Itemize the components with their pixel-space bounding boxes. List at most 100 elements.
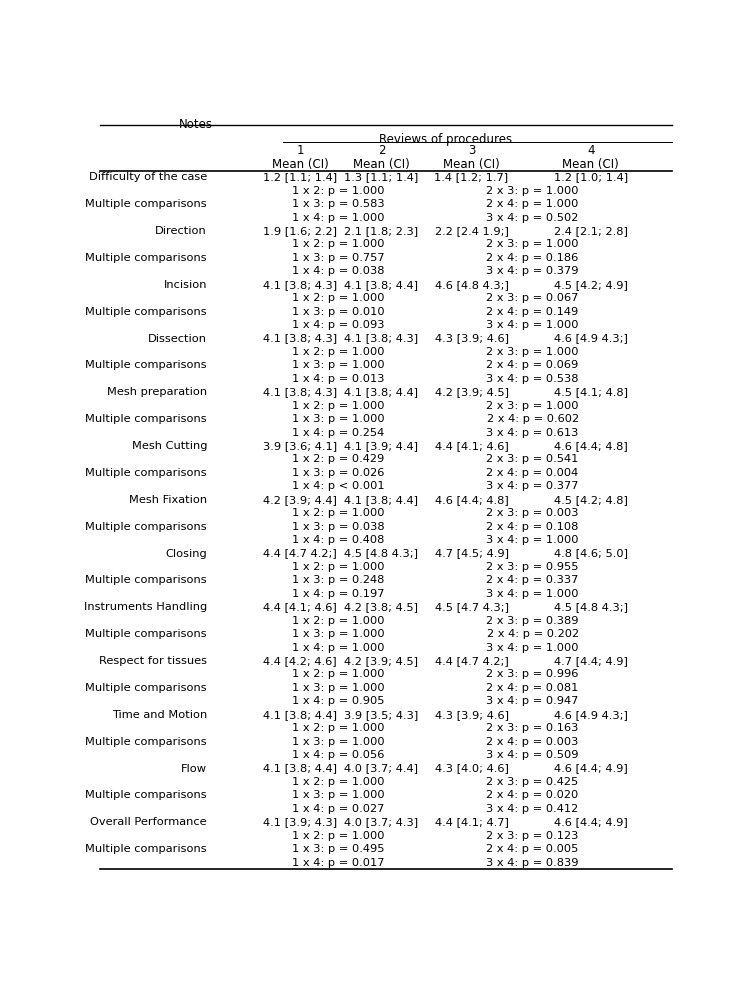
Text: 3 x 4: p = 0.502: 3 x 4: p = 0.502 [487, 213, 579, 223]
Text: 4.3 [3.9; 4.6]: 4.3 [3.9; 4.6] [434, 334, 508, 343]
Text: 1 x 3: p = 0.026: 1 x 3: p = 0.026 [292, 468, 384, 478]
Text: Multiple comparisons: Multiple comparisons [86, 522, 207, 532]
Text: 2 x 4: p = 1.000: 2 x 4: p = 1.000 [487, 199, 579, 209]
Text: 2 x 3: p = 1.000: 2 x 3: p = 1.000 [486, 239, 579, 249]
Text: Direction: Direction [155, 226, 207, 236]
Text: Multiple comparisons: Multiple comparisons [86, 307, 207, 317]
Text: Multiple comparisons: Multiple comparisons [86, 199, 207, 209]
Text: 1 x 2: p = 1.000: 1 x 2: p = 1.000 [292, 831, 384, 841]
Text: 4.3 [3.9; 4.6]: 4.3 [3.9; 4.6] [434, 710, 508, 720]
Text: 4.0 [3.7; 4.4]: 4.0 [3.7; 4.4] [344, 763, 418, 774]
Text: 1 x 3: p = 0.583: 1 x 3: p = 0.583 [292, 199, 384, 209]
Text: 1 x 4: p = 0.013: 1 x 4: p = 0.013 [292, 374, 384, 384]
Text: 4.5 [4.8 4.3;]: 4.5 [4.8 4.3;] [344, 548, 418, 558]
Text: 1 x 4: p = 0.093: 1 x 4: p = 0.093 [292, 320, 384, 331]
Text: 1 x 2: p = 1.000: 1 x 2: p = 1.000 [292, 185, 384, 196]
Text: 2 x 3: p = 0.067: 2 x 3: p = 0.067 [487, 293, 579, 303]
Text: 1 x 4: p < 0.001: 1 x 4: p < 0.001 [292, 482, 384, 491]
Text: 1 x 4: p = 0.905: 1 x 4: p = 0.905 [292, 697, 384, 706]
Text: 1 x 3: p = 1.000: 1 x 3: p = 1.000 [292, 737, 384, 747]
Text: 2 x 4: p = 0.108: 2 x 4: p = 0.108 [487, 522, 579, 532]
Text: 3 x 4: p = 0.379: 3 x 4: p = 0.379 [486, 267, 579, 277]
Text: 3 x 4: p = 0.412: 3 x 4: p = 0.412 [487, 803, 579, 814]
Text: 4.1 [3.8; 4.3]: 4.1 [3.8; 4.3] [263, 280, 338, 289]
Text: 3 x 4: p = 0.947: 3 x 4: p = 0.947 [487, 697, 579, 706]
Text: 4.6 [4.4; 4.9]: 4.6 [4.4; 4.9] [554, 817, 628, 827]
Text: Respect for tissues: Respect for tissues [99, 656, 207, 666]
Text: Mean (CI): Mean (CI) [353, 158, 410, 171]
Text: Multiple comparisons: Multiple comparisons [86, 253, 207, 263]
Text: 1 x 3: p = 0.038: 1 x 3: p = 0.038 [292, 522, 384, 532]
Text: 4.3 [4.0; 4.6]: 4.3 [4.0; 4.6] [435, 763, 508, 774]
Text: 2 x 3: p = 0.425: 2 x 3: p = 0.425 [487, 777, 579, 787]
Text: Multiple comparisons: Multiple comparisons [86, 360, 207, 371]
Text: 4.1 [3.8; 4.4]: 4.1 [3.8; 4.4] [344, 280, 418, 289]
Text: 3 x 4: p = 1.000: 3 x 4: p = 1.000 [486, 589, 579, 598]
Text: 3 x 4: p = 0.839: 3 x 4: p = 0.839 [486, 857, 579, 867]
Text: 2 x 4: p = 0.004: 2 x 4: p = 0.004 [487, 468, 579, 478]
Text: 1.2 [1.1; 1.4]: 1.2 [1.1; 1.4] [263, 173, 338, 182]
Text: Multiple comparisons: Multiple comparisons [86, 468, 207, 478]
Text: 1.4 [1.2; 1.7]: 1.4 [1.2; 1.7] [434, 173, 508, 182]
Text: 4.2 [3.9; 4.5]: 4.2 [3.9; 4.5] [434, 387, 508, 397]
Text: 1 x 3: p = 1.000: 1 x 3: p = 1.000 [292, 360, 384, 371]
Text: 1 x 4: p = 1.000: 1 x 4: p = 1.000 [292, 213, 384, 223]
Text: 1 x 2: p = 1.000: 1 x 2: p = 1.000 [292, 239, 384, 249]
Text: 2 x 4: p = 0.149: 2 x 4: p = 0.149 [487, 307, 579, 317]
Text: 1 x 4: p = 1.000: 1 x 4: p = 1.000 [292, 643, 384, 652]
Text: 4.1 [3.8; 4.3]: 4.1 [3.8; 4.3] [344, 334, 418, 343]
Text: 1 x 3: p = 1.000: 1 x 3: p = 1.000 [292, 629, 384, 640]
Text: 4.4 [4.1; 4.7]: 4.4 [4.1; 4.7] [435, 817, 508, 827]
Text: Multiple comparisons: Multiple comparisons [86, 414, 207, 424]
Text: 4.1 [3.8; 4.4]: 4.1 [3.8; 4.4] [344, 387, 418, 397]
Text: 1 x 4: p = 0.056: 1 x 4: p = 0.056 [292, 750, 384, 760]
Text: Time and Motion: Time and Motion [112, 710, 207, 720]
Text: 4.2 [3.9; 4.5]: 4.2 [3.9; 4.5] [344, 656, 418, 666]
Text: 4.1 [3.8; 4.4]: 4.1 [3.8; 4.4] [263, 710, 337, 720]
Text: 4.5 [4.2; 4.9]: 4.5 [4.2; 4.9] [554, 280, 628, 289]
Text: Instruments Handling: Instruments Handling [84, 602, 207, 612]
Text: 4.4 [4.1; 4.6]: 4.4 [4.1; 4.6] [263, 602, 337, 612]
Text: 3: 3 [468, 144, 476, 158]
Text: 4.2 [3.9; 4.4]: 4.2 [3.9; 4.4] [263, 494, 337, 505]
Text: 1 x 2: p = 1.000: 1 x 2: p = 1.000 [292, 669, 384, 680]
Text: 2.4 [2.1; 2.8]: 2.4 [2.1; 2.8] [554, 226, 628, 236]
Text: 1 x 4: p = 0.027: 1 x 4: p = 0.027 [292, 803, 384, 814]
Text: 4.1 [3.8; 4.4]: 4.1 [3.8; 4.4] [263, 763, 337, 774]
Text: 2 x 4: p = 0.337: 2 x 4: p = 0.337 [487, 576, 579, 586]
Text: 1 x 2: p = 1.000: 1 x 2: p = 1.000 [292, 616, 384, 626]
Text: 1 x 2: p = 1.000: 1 x 2: p = 1.000 [292, 562, 384, 572]
Text: 2 x 4: p = 0.020: 2 x 4: p = 0.020 [487, 791, 579, 800]
Text: 3 x 4: p = 0.538: 3 x 4: p = 0.538 [486, 374, 579, 384]
Text: 1 x 2: p = 1.000: 1 x 2: p = 1.000 [292, 401, 384, 411]
Text: 4.4 [4.2; 4.6]: 4.4 [4.2; 4.6] [263, 656, 337, 666]
Text: 4.6 [4.8 4.3;]: 4.6 [4.8 4.3;] [435, 280, 508, 289]
Text: 1.2 [1.0; 1.4]: 1.2 [1.0; 1.4] [554, 173, 628, 182]
Text: Incision: Incision [164, 280, 207, 289]
Text: 1 x 3: p = 1.000: 1 x 3: p = 1.000 [292, 683, 384, 693]
Text: Multiple comparisons: Multiple comparisons [86, 576, 207, 586]
Text: 4.5 [4.7 4.3;]: 4.5 [4.7 4.3;] [434, 602, 508, 612]
Text: 1 x 3: p = 1.000: 1 x 3: p = 1.000 [292, 414, 384, 424]
Text: 2 x 4: p = 0.602: 2 x 4: p = 0.602 [487, 414, 579, 424]
Text: 2.2 [2.4 1.9;]: 2.2 [2.4 1.9;] [435, 226, 508, 236]
Text: 4: 4 [587, 144, 595, 158]
Text: 2 x 4: p = 0.069: 2 x 4: p = 0.069 [487, 360, 579, 371]
Text: 1 x 3: p = 0.010: 1 x 3: p = 0.010 [292, 307, 384, 317]
Text: 1 x 4: p = 0.254: 1 x 4: p = 0.254 [292, 428, 384, 438]
Text: 4.1 [3.8; 4.4]: 4.1 [3.8; 4.4] [344, 494, 418, 505]
Text: 2 x 4: p = 0.003: 2 x 4: p = 0.003 [487, 737, 579, 747]
Text: Multiple comparisons: Multiple comparisons [86, 791, 207, 800]
Text: 4.1 [3.8; 4.3]: 4.1 [3.8; 4.3] [263, 334, 338, 343]
Text: Dissection: Dissection [148, 334, 207, 343]
Text: 3.9 [3.5; 4.3]: 3.9 [3.5; 4.3] [344, 710, 418, 720]
Text: 2 x 4: p = 0.081: 2 x 4: p = 0.081 [487, 683, 579, 693]
Text: 1 x 2: p = 1.000: 1 x 2: p = 1.000 [292, 508, 384, 518]
Text: 1 x 3: p = 0.757: 1 x 3: p = 0.757 [292, 253, 384, 263]
Text: 4.5 [4.2; 4.8]: 4.5 [4.2; 4.8] [554, 494, 628, 505]
Text: Mesh preparation: Mesh preparation [107, 387, 207, 397]
Text: 4.5 [4.8 4.3;]: 4.5 [4.8 4.3;] [554, 602, 628, 612]
Text: 1.9 [1.6; 2.2]: 1.9 [1.6; 2.2] [263, 226, 337, 236]
Text: 1.3 [1.1; 1.4]: 1.3 [1.1; 1.4] [344, 173, 418, 182]
Text: 2 x 4: p = 0.005: 2 x 4: p = 0.005 [487, 845, 579, 854]
